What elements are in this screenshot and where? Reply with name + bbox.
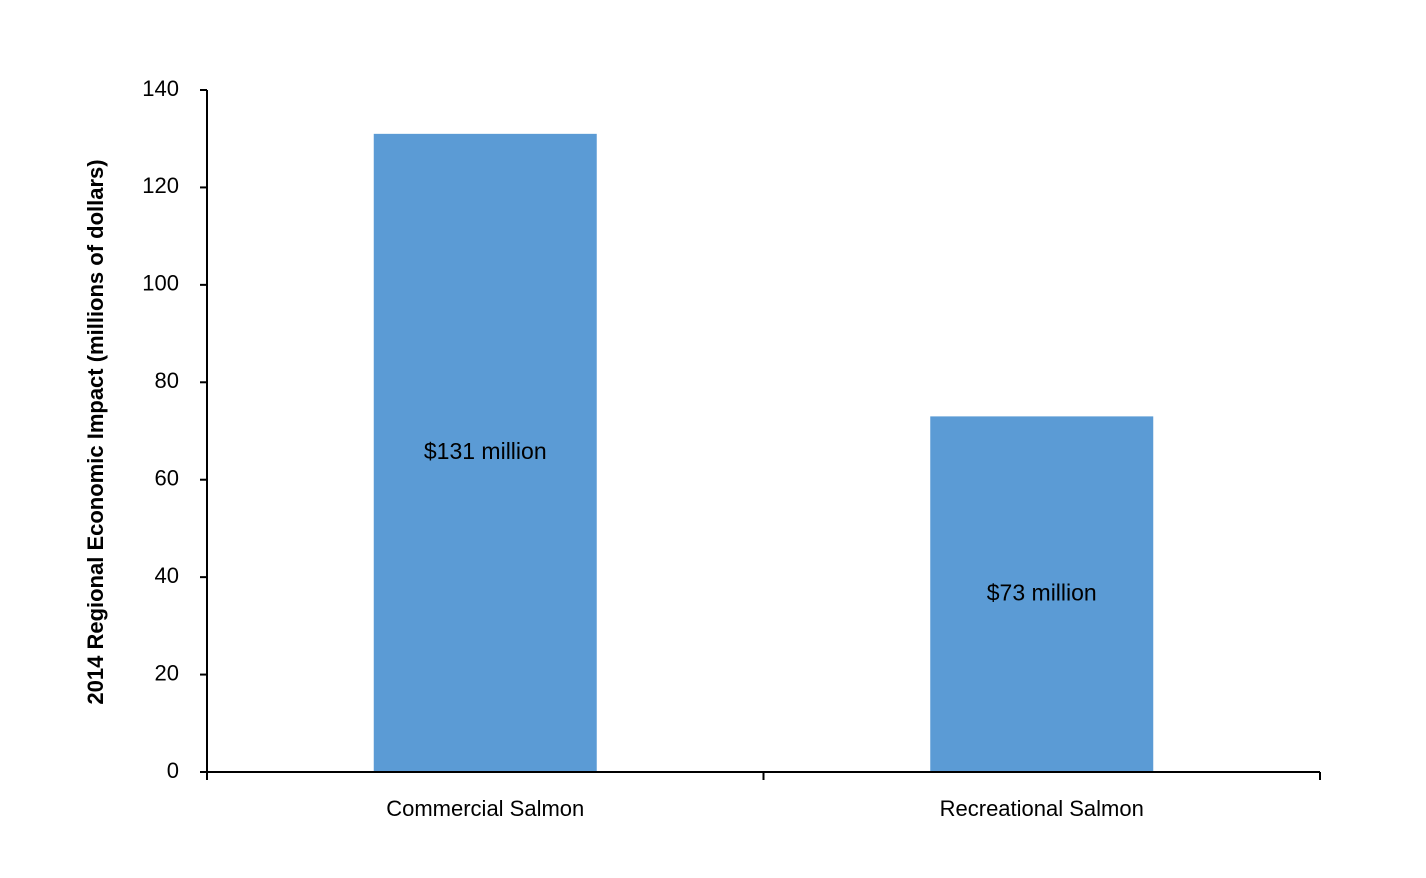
y-tick-label: 100: [142, 271, 179, 296]
y-tick-label: 140: [142, 76, 179, 101]
data-label-commercial-salmon: $131 million: [424, 438, 547, 464]
y-tick-label: 60: [155, 466, 179, 491]
x-ticks-group: Commercial Salmon Recreational Salmon: [206, 772, 1321, 821]
y-axis-title-group: 2014 Regional Economic Impact (millions …: [83, 159, 108, 704]
y-tick-label: 40: [155, 563, 179, 588]
y-tick-label: 0: [167, 758, 179, 783]
bar-recreational-salmon: [930, 416, 1154, 772]
data-labels-group: $131 million $73 million: [424, 438, 1097, 605]
bar-commercial-salmon: [373, 133, 597, 773]
y-ticks-group: 0 20 40 60 80 100 120 140: [142, 76, 207, 783]
bars-group: [373, 133, 1154, 773]
x-category-label: Recreational Salmon: [940, 796, 1144, 821]
y-tick-label: 80: [155, 368, 179, 393]
y-tick-label: 120: [142, 173, 179, 198]
y-axis-title: 2014 Regional Economic Impact (millions …: [83, 159, 108, 704]
data-label-recreational-salmon: $73 million: [987, 579, 1097, 605]
x-category-label: Commercial Salmon: [386, 796, 584, 821]
y-tick-label: 20: [155, 660, 179, 685]
